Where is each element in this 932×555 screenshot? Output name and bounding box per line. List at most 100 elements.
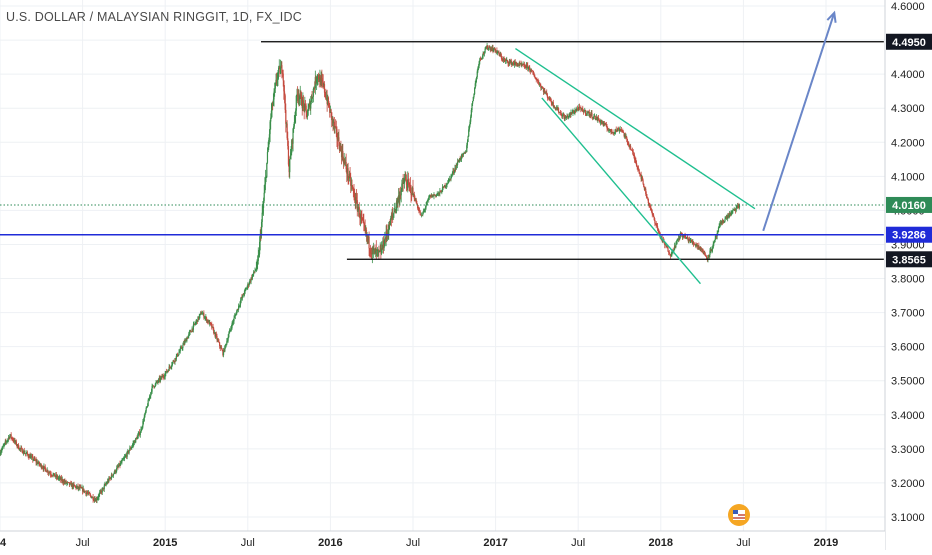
price-tag-label: 3.9286 — [892, 230, 926, 242]
candle-body — [475, 77, 478, 80]
candle-body — [470, 109, 472, 117]
candle-body — [142, 421, 145, 422]
candle-body — [268, 139, 270, 148]
candle-body — [730, 213, 732, 215]
candle-body — [234, 316, 236, 318]
candle-body — [248, 283, 250, 286]
candle-body — [80, 487, 82, 488]
candle-body — [105, 483, 107, 485]
candle-body — [131, 446, 133, 448]
candle-body — [41, 467, 43, 469]
candle-body — [584, 109, 586, 112]
candle-body — [18, 448, 20, 450]
candle-body — [20, 448, 22, 449]
candle-body — [654, 220, 656, 224]
candle-body — [668, 252, 670, 255]
candle-body — [23, 450, 25, 454]
candle-body — [704, 254, 706, 256]
candle-body — [74, 485, 76, 487]
candle-body — [715, 235, 717, 239]
candle-body — [168, 366, 170, 371]
candle-body — [325, 95, 327, 99]
candle-body — [198, 315, 200, 319]
candle-body — [710, 249, 712, 251]
candle-body — [435, 194, 437, 196]
drawing-layer — [0, 10, 884, 285]
candle-body — [607, 128, 609, 131]
candle-body — [296, 94, 298, 96]
candle-body — [66, 482, 69, 484]
candle-body — [61, 479, 63, 481]
candle-body — [407, 179, 409, 189]
candle-body — [603, 122, 606, 126]
candle-body — [699, 247, 701, 249]
candle-body — [28, 455, 31, 458]
candle-body — [635, 162, 638, 167]
candle-body — [245, 288, 247, 290]
candle-body — [304, 103, 306, 111]
candle-body — [466, 145, 468, 152]
candle-body — [132, 443, 134, 446]
candle-body — [390, 217, 392, 219]
candle-body — [342, 151, 344, 159]
candle-body — [614, 129, 617, 132]
candle-body — [566, 116, 568, 117]
candle-body — [222, 350, 224, 356]
candle-body — [531, 70, 533, 72]
candle-body — [583, 111, 585, 113]
candle-body — [230, 327, 233, 329]
candle-body — [125, 455, 128, 457]
candle-body — [540, 85, 542, 88]
candle-body — [242, 294, 244, 296]
candle-body — [572, 111, 574, 113]
candle-body — [539, 84, 541, 86]
candle-body — [140, 428, 142, 433]
candle-body — [400, 189, 402, 196]
candle-body — [412, 187, 414, 195]
candle-body — [55, 474, 57, 478]
candle-body — [247, 284, 249, 287]
candle-body — [681, 234, 684, 238]
candle-body — [552, 102, 554, 105]
candle-body — [279, 67, 282, 74]
candle-body — [615, 129, 617, 131]
candle-body — [253, 271, 255, 275]
candle-body — [282, 73, 284, 81]
candle-body — [165, 371, 168, 373]
candle-body — [118, 465, 120, 467]
candle-body — [37, 463, 39, 465]
candle-body — [441, 191, 443, 193]
candle-body — [59, 477, 61, 479]
candle-body — [293, 126, 295, 129]
candle-body — [503, 59, 505, 61]
candle-body — [525, 66, 527, 68]
candle-body — [11, 437, 13, 439]
candle-body — [160, 376, 162, 378]
candle-body — [195, 321, 197, 324]
candle-body — [478, 61, 480, 66]
candle-body — [211, 326, 213, 328]
candle-body — [327, 97, 329, 104]
candle-body — [646, 196, 648, 198]
time-axis[interactable]: 14 Jul 2015 Jul 2016 Jul 2017 Jul 2018 Jul 2019 — [0, 537, 838, 549]
candle-body — [378, 249, 380, 252]
candle-body — [691, 239, 693, 242]
candle-body — [211, 324, 213, 328]
candle-body — [25, 453, 27, 455]
candle-body — [399, 194, 402, 196]
candle-body — [234, 314, 236, 317]
candle-body — [616, 128, 619, 132]
candle-body — [7, 439, 9, 441]
candle-body — [460, 155, 463, 159]
candle-body — [537, 81, 539, 84]
candle-body — [338, 146, 341, 151]
candle-body — [512, 62, 514, 64]
candle-body — [62, 479, 64, 483]
candle-body — [550, 101, 552, 103]
candle-body — [670, 254, 672, 257]
candle-body — [449, 178, 451, 180]
candle-body — [414, 198, 416, 201]
candle-body — [281, 73, 284, 74]
time-axis-tick-label: 2015 — [153, 537, 177, 549]
candle-body — [477, 67, 479, 72]
